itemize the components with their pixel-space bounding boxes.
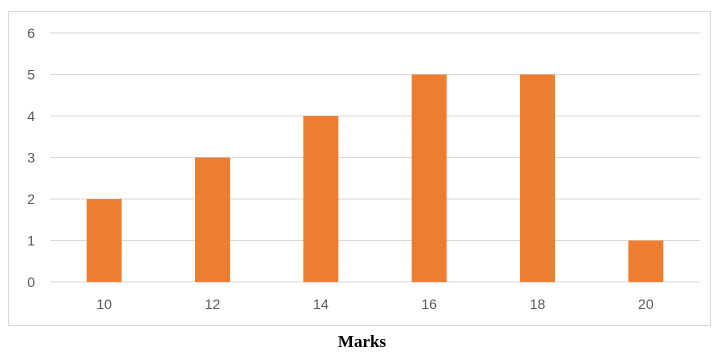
y-tick-label: 6 xyxy=(27,25,35,41)
bar-14 xyxy=(303,116,339,282)
x-axis-label: Marks xyxy=(337,332,387,351)
y-tick-label: 3 xyxy=(27,150,35,166)
x-tick-label: 20 xyxy=(638,296,654,312)
bar-10 xyxy=(86,199,122,282)
x-tick-label: 18 xyxy=(530,296,546,312)
y-tick-label: 4 xyxy=(27,108,35,124)
x-tick-label: 12 xyxy=(205,296,221,312)
bar-20 xyxy=(628,240,664,282)
x-tick-label: 14 xyxy=(313,296,329,312)
y-tick-label: 1 xyxy=(27,233,35,249)
y-tick-label: 5 xyxy=(27,67,35,83)
x-tick-label: 16 xyxy=(421,296,437,312)
x-tick-label: 10 xyxy=(96,296,112,312)
bar-12 xyxy=(195,157,230,282)
y-tick-label: 2 xyxy=(27,191,35,207)
chart-area xyxy=(8,11,711,326)
bar-18 xyxy=(520,74,555,282)
bar-16 xyxy=(411,74,447,282)
y-tick-label: 0 xyxy=(27,274,35,290)
